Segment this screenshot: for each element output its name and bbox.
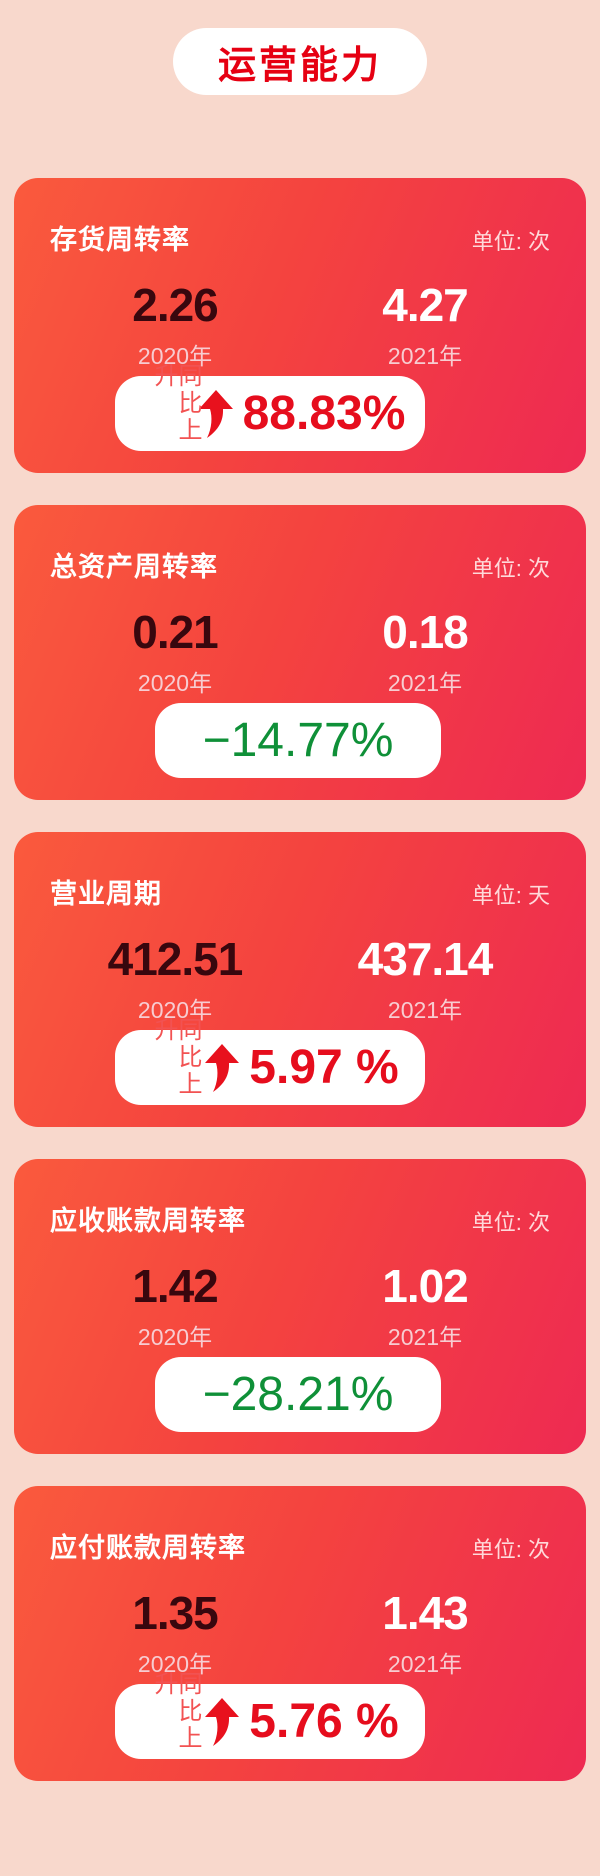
change-badge: −14.77%: [155, 703, 441, 778]
year-label-2021: 2021年: [387, 670, 463, 697]
metric-card-list: 存货周转率 单位: 次 2.26 2020年 4.27 2021年 同比上升 8…: [14, 178, 586, 1781]
change-badge: −28.21%: [155, 1357, 441, 1432]
value-column-2020: 2.26 2020年: [50, 281, 300, 371]
values-row: 1.42 2020年 1.02 2021年: [50, 1262, 550, 1352]
section-header-pill: 运营能力: [173, 28, 427, 95]
yoy-increase-vertical-label: 同比上升: [150, 1671, 201, 1752]
metric-card-payables-turnover: 应付账款周转率 单位: 次 1.35 2020年 1.43 2021年 同比上升…: [14, 1486, 586, 1781]
card-title: 存货周转率: [50, 225, 190, 255]
value-2021: 437.14: [357, 933, 494, 985]
values-row: 412.51 2020年 437.14 2021年: [50, 935, 550, 1025]
value-2020: 0.21: [132, 606, 219, 658]
year-label-2020: 2020年: [137, 670, 213, 697]
year-label-2020: 2020年: [137, 1651, 213, 1678]
value-2021: 4.27: [382, 279, 469, 331]
up-arrow-icon: [205, 1697, 240, 1746]
metric-card-operating-cycle: 营业周期 单位: 天 412.51 2020年 437.14 2021年 同比上…: [14, 832, 586, 1127]
value-2021: 0.18: [382, 606, 469, 658]
metric-card-total-asset-turnover: 总资产周转率 单位: 次 0.21 2020年 0.18 2021年 −14.7…: [14, 505, 586, 800]
unit-label: 单位: 天: [471, 883, 550, 908]
value-column-2021: 1.02 2021年: [300, 1262, 550, 1352]
card-title: 应收账款周转率: [50, 1206, 246, 1236]
card-header: 总资产周转率 单位: 次: [50, 545, 550, 584]
year-label-2021: 2021年: [387, 1651, 463, 1678]
year-label-2020: 2020年: [137, 1324, 213, 1351]
change-badge: 同比上升 88.83%: [115, 363, 425, 451]
change-percent: −28.21%: [202, 1367, 394, 1421]
year-label-2021: 2021年: [387, 343, 463, 370]
unit-label: 单位: 次: [471, 229, 550, 254]
year-label-2020: 2020年: [137, 997, 213, 1024]
value-column-2020: 412.51 2020年: [50, 935, 300, 1025]
card-header: 存货周转率 单位: 次: [50, 218, 550, 257]
unit-label: 单位: 次: [471, 1210, 550, 1235]
card-header: 应付账款周转率 单位: 次: [50, 1526, 550, 1565]
value-2020: 2.26: [132, 279, 219, 331]
year-label-2021: 2021年: [387, 1324, 463, 1351]
metric-card-inventory-turnover: 存货周转率 单位: 次 2.26 2020年 4.27 2021年 同比上升 8…: [14, 178, 586, 473]
value-column-2021: 1.43 2021年: [300, 1589, 550, 1679]
value-2020: 1.42: [132, 1260, 219, 1312]
value-column-2020: 1.42 2020年: [50, 1262, 300, 1352]
card-title: 营业周期: [50, 879, 162, 909]
change-badge: 同比上升 5.97 %: [115, 1017, 425, 1105]
up-arrow-icon: [198, 389, 233, 438]
card-header: 应收账款周转率 单位: 次: [50, 1199, 550, 1238]
change-percent: 88.83%: [242, 386, 406, 440]
card-header: 营业周期 单位: 天: [50, 872, 550, 911]
value-2020: 412.51: [107, 933, 244, 985]
page-title: 运营能力: [217, 45, 382, 87]
unit-label: 单位: 次: [471, 1537, 550, 1562]
up-arrow-icon: [205, 1043, 240, 1092]
values-row: 1.35 2020年 1.43 2021年: [50, 1589, 550, 1679]
yoy-increase-vertical-label: 同比上升: [150, 1017, 201, 1098]
change-percent: 5.97 %: [249, 1040, 399, 1094]
unit-label: 单位: 次: [471, 556, 550, 581]
metric-card-receivables-turnover: 应收账款周转率 单位: 次 1.42 2020年 1.02 2021年 −28.…: [14, 1159, 586, 1454]
values-row: 0.21 2020年 0.18 2021年: [50, 608, 550, 698]
value-column-2020: 0.21 2020年: [50, 608, 300, 698]
year-label-2020: 2020年: [137, 343, 213, 370]
value-2020: 1.35: [132, 1587, 219, 1639]
card-title: 总资产周转率: [50, 552, 218, 582]
value-column-2021: 0.18 2021年: [300, 608, 550, 698]
value-column-2020: 1.35 2020年: [50, 1589, 300, 1679]
yoy-increase-vertical-label: 同比上升: [150, 363, 201, 444]
card-title: 应付账款周转率: [50, 1533, 246, 1563]
value-column-2021: 437.14 2021年: [300, 935, 550, 1025]
value-column-2021: 4.27 2021年: [300, 281, 550, 371]
year-label-2021: 2021年: [387, 997, 463, 1024]
value-2021: 1.43: [382, 1587, 469, 1639]
value-2021: 1.02: [382, 1260, 469, 1312]
change-percent: 5.76 %: [249, 1694, 399, 1748]
change-badge: 同比上升 5.76 %: [115, 1671, 425, 1759]
change-percent: −14.77%: [202, 713, 394, 767]
values-row: 2.26 2020年 4.27 2021年: [50, 281, 550, 371]
